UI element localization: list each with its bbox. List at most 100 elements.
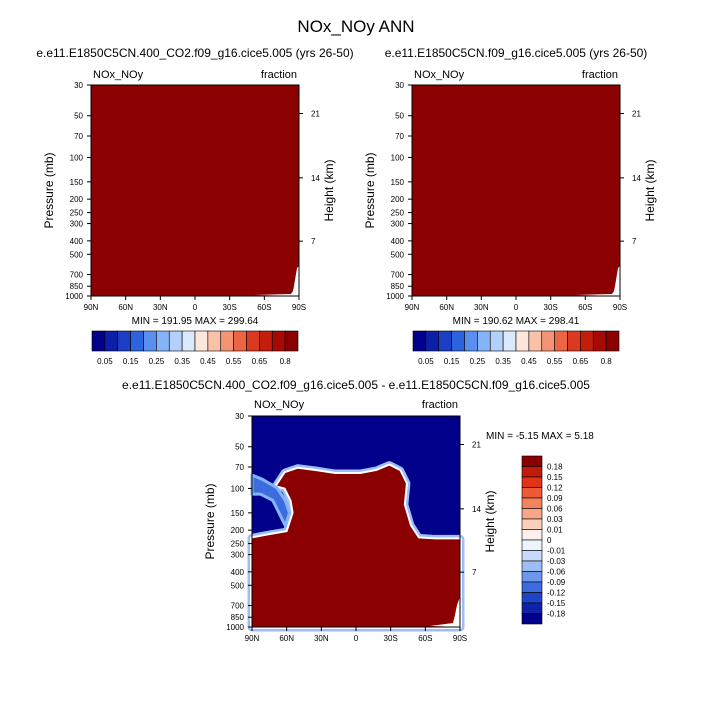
colorbar-box (521, 581, 543, 593)
height-tick-label: 21 (472, 440, 481, 449)
colorbar-label: -0.01 (547, 547, 566, 556)
colorbar-box (271, 330, 286, 352)
colorbar-label: 0.55 (547, 357, 563, 366)
x-tick-label: 60S (257, 303, 271, 312)
colorbar-box (451, 330, 465, 352)
colorbar-label: 0.35 (495, 357, 511, 366)
colorbar-box (521, 518, 543, 530)
colorbar-label: -0.03 (547, 557, 566, 566)
y-tick-label: 200 (70, 195, 84, 204)
x-tick-label: 30N (153, 303, 168, 312)
y-tick-label: 200 (231, 526, 245, 535)
colorbar-label: 0.45 (200, 357, 216, 366)
y-axis-label: Pressure (mb) (363, 152, 377, 228)
min-max-stats: MIN = 190.62 MAX = 298.41 (453, 316, 580, 327)
colorbar-label: -0.18 (547, 610, 566, 619)
colorbar-box (592, 330, 607, 352)
x-tick-label: 60S (578, 303, 592, 312)
x-tick-label: 0 (193, 303, 198, 312)
colorbar-box (91, 330, 106, 352)
colorbar-label: 0.15 (444, 357, 460, 366)
colorbar-box (521, 550, 543, 562)
y-tick-label: 1000 (226, 623, 244, 632)
field-fill (91, 85, 299, 296)
colorbar-box (521, 571, 543, 583)
x-tick-label: 0 (514, 303, 519, 312)
colorbar-box (194, 330, 209, 352)
height-tick-label: 14 (632, 174, 641, 183)
colorbar-label: 0.06 (547, 505, 563, 514)
y-tick-label: 300 (70, 220, 84, 229)
variable-label: NOx_NOy (254, 399, 305, 411)
colorbar-box (521, 592, 543, 604)
y-tick-label: 500 (70, 250, 84, 259)
x-tick-label: 90N (84, 303, 99, 312)
colorbar-label: 0.01 (547, 526, 563, 535)
height-tick-label: 7 (311, 237, 316, 246)
colorbar-box (554, 330, 568, 352)
x-tick-label: 90S (453, 634, 467, 643)
field-missing-region (430, 597, 460, 627)
y-tick-label: 100 (70, 153, 84, 162)
colorbar-label: 0 (547, 536, 552, 545)
units-label: fraction (582, 69, 618, 81)
y-tick-label: 50 (235, 443, 244, 452)
field-positive-region (252, 465, 460, 627)
y-tick-label: 70 (235, 463, 244, 472)
colorbar-label: 0.25 (149, 357, 165, 366)
x-tick-label: 30S (544, 303, 558, 312)
x-tick-label: 60S (418, 634, 432, 643)
x-tick-label: 30N (474, 303, 489, 312)
colorbar-box (541, 330, 555, 352)
y-right-axis-label: Height (km) (483, 490, 497, 552)
colorbar-box (521, 487, 543, 499)
height-tick-label: 7 (632, 237, 637, 246)
x-tick-label: 90N (245, 634, 260, 643)
colorbar-box (521, 560, 543, 572)
x-tick-label: 30N (314, 634, 329, 643)
min-max-stats: MIN = -5.15 MAX = 5.18 (486, 431, 594, 442)
colorbar-box (259, 330, 273, 352)
colorbar-label: 0.35 (174, 357, 190, 366)
colorbar-box (156, 330, 170, 352)
colorbar-label: 0.12 (547, 484, 563, 493)
variable-label: NOx_NOy (93, 69, 144, 81)
y-tick-label: 400 (70, 237, 84, 246)
y-right-axis-label: Height (km) (322, 159, 336, 221)
y-tick-label: 50 (74, 112, 83, 121)
height-tick-label: 14 (311, 174, 320, 183)
panel-title: e.e11.E1850C5CN.400_CO2.f09_g16.cice5.00… (36, 46, 353, 60)
colorbar-label: 0.18 (547, 463, 563, 472)
y-tick-label: 50 (395, 112, 404, 121)
y-axis-label: Pressure (mb) (42, 152, 56, 228)
y-tick-label: 70 (74, 132, 83, 141)
y-tick-label: 30 (235, 412, 244, 421)
height-tick-label: 7 (472, 568, 477, 577)
x-tick-label: 30S (223, 303, 237, 312)
y-tick-label: 1000 (65, 292, 83, 301)
colorbar-box (567, 330, 581, 352)
colorbar-box (168, 330, 183, 352)
y-tick-label: 400 (391, 237, 405, 246)
colorbar-box (521, 539, 543, 551)
colorbar-box (425, 330, 440, 352)
y-tick-label: 850 (70, 282, 84, 291)
colorbar-box (528, 330, 543, 352)
y-tick-label: 150 (70, 178, 84, 187)
y-tick-label: 300 (231, 551, 245, 560)
colorbar-label: 0.45 (521, 357, 537, 366)
colorbar-box (464, 330, 478, 352)
field-missing-region (575, 266, 620, 296)
x-tick-label: 60N (279, 634, 294, 643)
colorbar-label: 0.55 (226, 357, 242, 366)
colorbar-box (521, 476, 543, 488)
panel-title: e.e11.E1850C5CN.f09_g16.cice5.005 (yrs 2… (385, 46, 648, 60)
y-tick-label: 850 (391, 282, 405, 291)
panel-difference: e.e11.E1850C5CN.400_CO2.f09_g16.cice5.00… (122, 378, 594, 643)
colorbar-label: 0.65 (252, 357, 268, 366)
x-tick-label: 0 (354, 634, 359, 643)
colorbar-label: -0.06 (547, 568, 566, 577)
x-tick-label: 30S (384, 634, 398, 643)
colorbar-box (521, 529, 543, 541)
height-tick-label: 21 (311, 109, 320, 118)
